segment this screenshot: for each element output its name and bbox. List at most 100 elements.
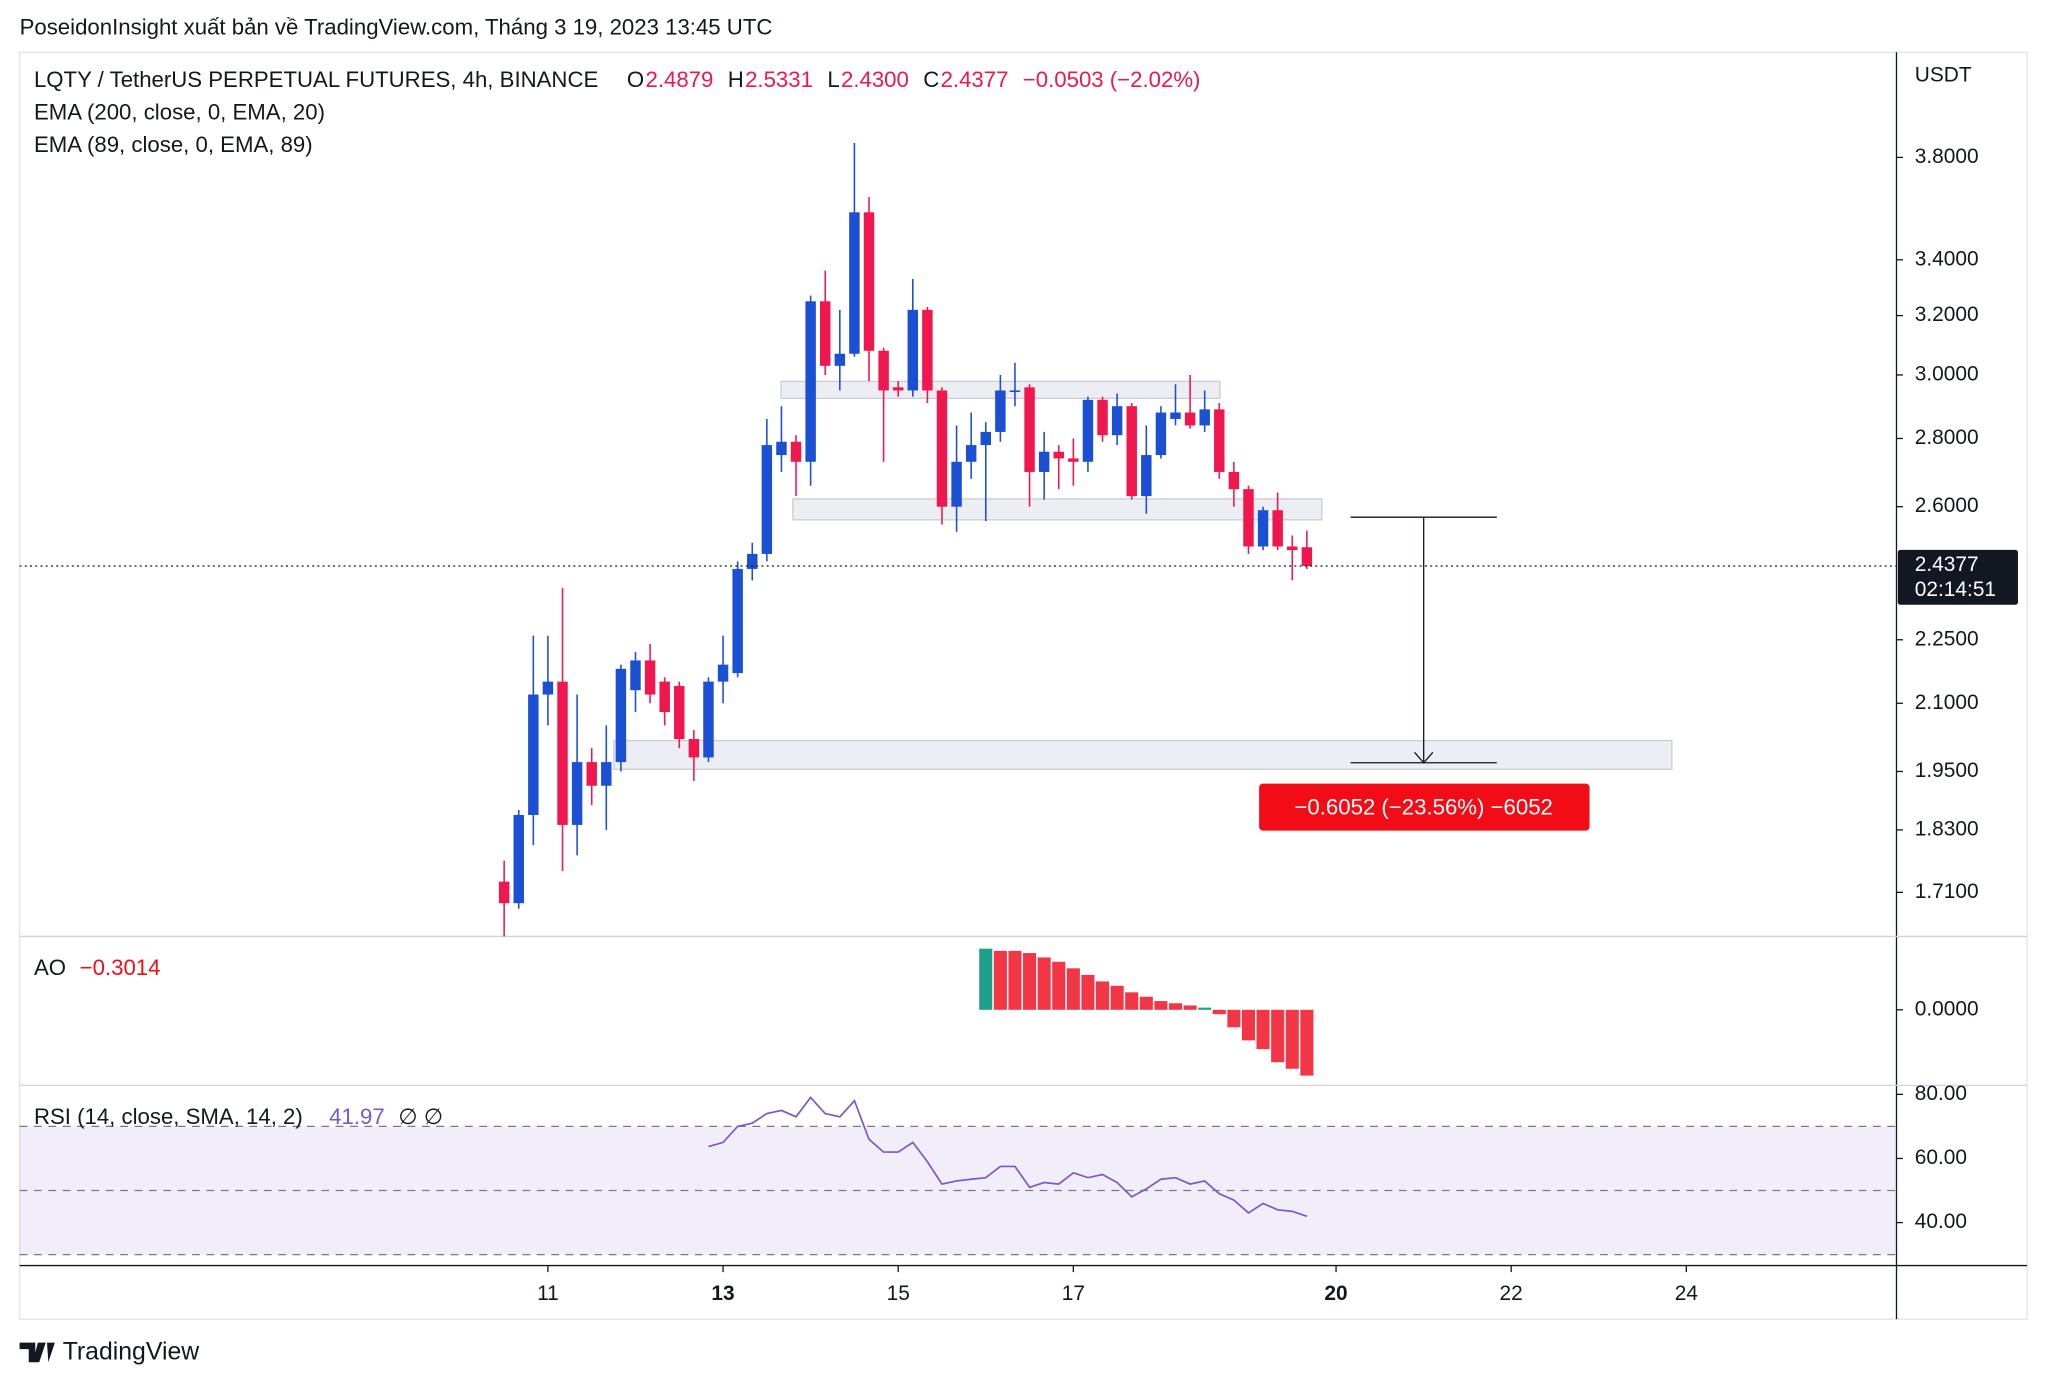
candle-body (732, 568, 743, 674)
candle-body (892, 387, 904, 391)
candle-body (513, 814, 524, 904)
brand-name: TradingView (63, 1339, 200, 1366)
candle-body (790, 441, 802, 462)
candle-body (1243, 489, 1254, 547)
ao-bar (979, 948, 993, 1010)
x-tick-label: 17 (1062, 1282, 1085, 1305)
candle-body (1287, 546, 1298, 551)
ohlc-key: L (827, 67, 839, 92)
candle-body (805, 301, 816, 462)
x-tick-label: 13 (711, 1282, 734, 1305)
ao-bar (1300, 1009, 1314, 1076)
price-change: −0.0503 (−2.02%) (1023, 67, 1201, 92)
ao-bar (1008, 950, 1022, 1010)
y-tick-label: 2.6000 (1915, 494, 1979, 517)
x-tick-label: 24 (1675, 1282, 1698, 1305)
candle-body (674, 685, 685, 740)
candle-body (1068, 458, 1079, 462)
ao-bar (1285, 1009, 1299, 1069)
ao-tick-label: 0.0000 (1915, 997, 1979, 1020)
candle-body (907, 309, 919, 391)
ao-bar (1227, 1009, 1241, 1028)
candle-body (1141, 455, 1152, 497)
candle-body (601, 762, 612, 786)
candle-body (980, 431, 991, 446)
ao-bar (1023, 953, 1037, 1010)
measure-label: −0.6052 (−23.56%) −6052 (1294, 794, 1552, 819)
candle-body (615, 668, 627, 763)
indicator-legend: EMA (89, close, 0, EMA, 89) (34, 132, 313, 157)
candle-body (703, 681, 714, 758)
y-tick-label: 3.0000 (1915, 362, 1979, 385)
chart-frame (18, 51, 2028, 1320)
measure-arrow (1414, 751, 1434, 764)
candle-body (1038, 451, 1050, 472)
candle-body (1228, 471, 1240, 490)
candle-body (717, 664, 729, 682)
ohlc-value: 2.4879 (646, 67, 714, 92)
ao-bar (1066, 968, 1080, 1010)
y-tick-label: 3.2000 (1915, 303, 1979, 326)
candle-body (1111, 406, 1123, 436)
candle-body (995, 390, 1006, 432)
x-tick-label: 15 (887, 1282, 910, 1305)
ao-legend-value: −0.3014 (80, 955, 161, 980)
candle-body (688, 739, 700, 758)
candle-body (1199, 409, 1210, 426)
x-tick-label: 20 (1324, 1282, 1347, 1305)
candle-body (936, 390, 948, 507)
candle-body (1214, 409, 1225, 472)
page-title: PoseidonInsight xuất bản về TradingView.… (20, 15, 773, 40)
y-tick-label: 1.9500 (1915, 759, 1979, 782)
candle-body (849, 212, 860, 354)
candle-body (776, 441, 787, 456)
candle-body (878, 350, 889, 391)
candle-body (1170, 412, 1181, 419)
candle-body (761, 445, 773, 554)
symbol-title: LQTY / TetherUS PERPETUAL FUTURES, 4h, B… (34, 67, 598, 92)
x-tick-label: 22 (1500, 1282, 1523, 1305)
ao-bar (1052, 961, 1066, 1010)
rsi-tick-label: 60.00 (1915, 1146, 1967, 1169)
indicator-legend: EMA (200, close, 0, EMA, 20) (34, 99, 325, 124)
ohlc-key: H (728, 67, 744, 92)
ao-bar (1154, 1001, 1168, 1010)
candle-body (498, 881, 510, 904)
ohlc-key: C (923, 67, 939, 92)
candle-body (747, 553, 758, 569)
candle-body (1024, 387, 1035, 472)
ohlc-value: 2.4377 (941, 67, 1009, 92)
support-zone (792, 498, 1323, 521)
rsi-tick-label: 40.00 (1915, 1210, 1967, 1233)
y-tick-label: 1.7100 (1915, 880, 1979, 903)
y-tick-label: 2.1000 (1915, 691, 1979, 714)
ao-legend: AO (34, 955, 66, 980)
y-tick-label: 3.8000 (1915, 145, 1979, 168)
candle-body (922, 309, 933, 391)
candle-body (586, 762, 597, 786)
ohlc-value: 2.5331 (745, 67, 813, 92)
rsi-legend-extra: ∅ ∅ (398, 1104, 443, 1129)
ohlc-key: O (627, 67, 644, 92)
target-zone (613, 739, 1673, 770)
rsi-legend-value: 41.97 (329, 1104, 385, 1129)
candle-body (528, 694, 539, 815)
candle-body (965, 445, 977, 462)
candle-body (571, 762, 583, 825)
measure-box (1259, 783, 1590, 831)
candle-body (1184, 412, 1196, 426)
ao-bar (1241, 1009, 1256, 1041)
ao-bar (1212, 1009, 1226, 1015)
last-price-label: 2.4377 (1915, 553, 1979, 576)
candle-body (1009, 390, 1021, 393)
candle-body (1126, 406, 1137, 497)
candle-body (1272, 510, 1283, 547)
candle-body (863, 212, 875, 351)
candle-body (1097, 399, 1108, 436)
candle-body (951, 461, 962, 507)
candle-body (644, 660, 656, 695)
candle-body (1301, 547, 1313, 567)
candle-body (1053, 451, 1064, 459)
candle-body (1155, 412, 1167, 456)
